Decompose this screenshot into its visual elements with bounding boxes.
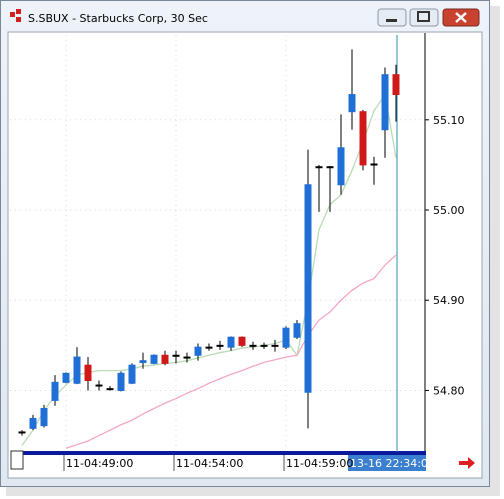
candle-body <box>326 166 334 169</box>
candle-body <box>128 364 136 384</box>
y-tick-label: 55.00 <box>433 204 465 217</box>
plot: 54.80 54.90 55.00 55.10 11-04:49:00 11-04:54:… <box>10 35 465 471</box>
scroll-thumb[interactable] <box>10 450 24 470</box>
close-icon <box>455 12 467 23</box>
candle-body <box>117 372 125 391</box>
client-area <box>7 31 483 479</box>
candle-body <box>51 381 59 401</box>
candle-body <box>271 344 279 347</box>
cursor-label-box <box>348 455 426 471</box>
cursor-label: 6-13-16 22:34:00 <box>339 457 435 470</box>
scroll-track[interactable] <box>23 451 426 455</box>
candle-body <box>304 184 312 393</box>
candle-body <box>40 408 48 427</box>
app-icon <box>10 9 21 22</box>
scroll-right-arrow[interactable] <box>459 457 475 469</box>
x-tick-label: 11-04:59:00 <box>286 457 353 470</box>
y-tick-label: 54.90 <box>433 294 465 307</box>
candle-body <box>29 417 37 429</box>
candle-body <box>392 74 400 96</box>
candle-body <box>227 336 235 348</box>
candle-body <box>359 111 367 166</box>
candle-body <box>161 354 169 364</box>
candle-body <box>150 354 158 364</box>
candle-body <box>348 94 356 113</box>
candle-body <box>293 323 301 338</box>
candle-body <box>84 364 92 382</box>
minimize-icon <box>386 19 397 22</box>
candle-body <box>249 344 257 347</box>
y-tick-label: 54.80 <box>433 384 465 397</box>
moving-average <box>65 254 397 449</box>
candle-body <box>95 384 103 387</box>
candle-body <box>216 344 224 347</box>
candle-body <box>172 354 180 357</box>
candle-body <box>205 346 213 349</box>
maximize-icon <box>417 11 430 22</box>
candle-body <box>315 166 323 169</box>
candle-body <box>183 356 191 359</box>
candle-body <box>139 360 147 363</box>
candle-body <box>282 327 290 348</box>
window-title: S.SBUX - Starbucks Corp, 30 Sec <box>28 12 208 25</box>
y-tick-label: 55.10 <box>433 114 465 127</box>
candle-body <box>370 163 378 166</box>
candle-body <box>337 147 345 186</box>
moving-average <box>21 92 397 446</box>
candle-body <box>18 431 26 434</box>
candle-body <box>106 388 114 391</box>
candle-body <box>73 356 81 384</box>
candle-body <box>62 372 70 383</box>
candle-body <box>260 344 268 347</box>
x-tick-label: 11-04:49:00 <box>66 457 133 470</box>
candle-body <box>381 74 389 131</box>
candle-body <box>238 336 246 346</box>
x-tick-label: 11-04:54:00 <box>176 457 243 470</box>
minimize-button[interactable] <box>377 8 407 27</box>
candle-body <box>194 346 202 356</box>
